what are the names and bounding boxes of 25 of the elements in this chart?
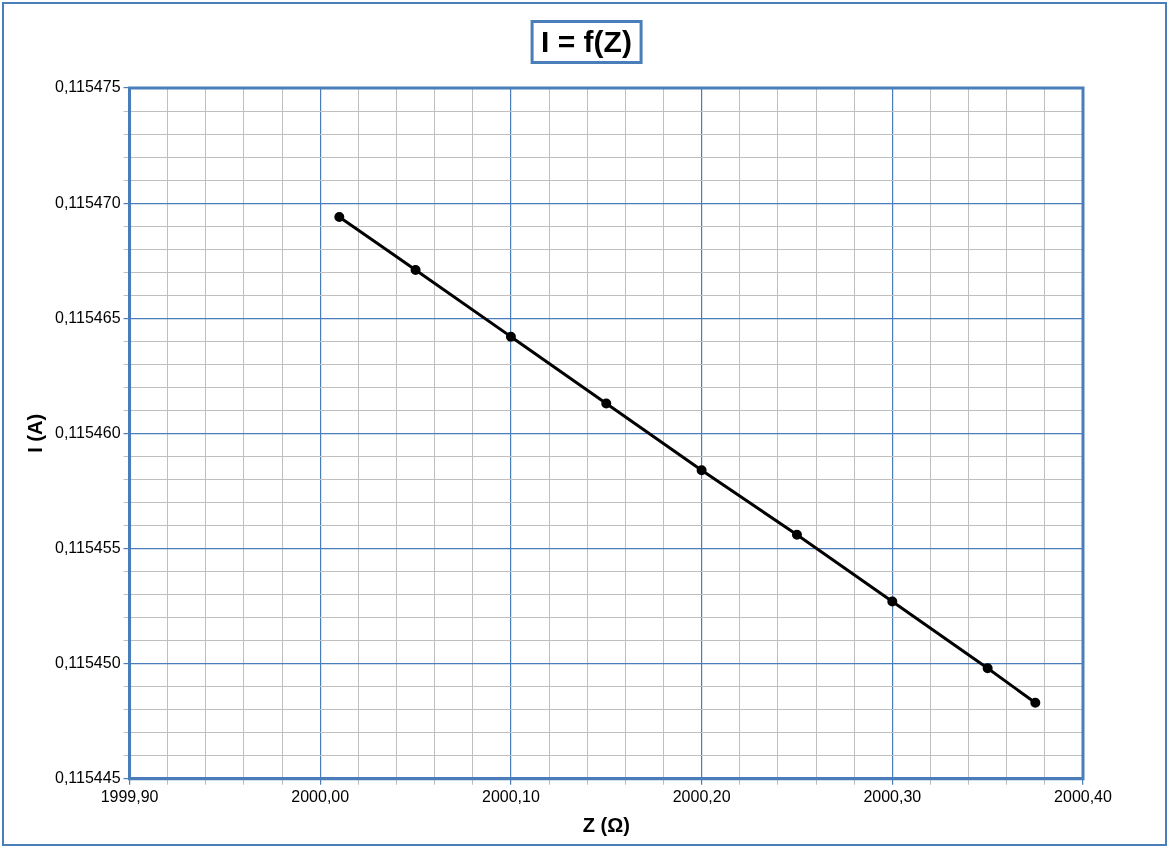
x-tick-label: 2000,20 <box>672 787 731 805</box>
point <box>887 596 898 607</box>
x-tick-label: 2000,30 <box>863 787 922 805</box>
y-tick-label: 0,115445 <box>55 769 121 787</box>
y-tick-label: 0,115465 <box>55 308 121 326</box>
y-tick-label: 0,115460 <box>55 423 121 441</box>
point <box>505 331 516 342</box>
point <box>410 264 421 275</box>
point <box>696 465 707 476</box>
y-tick-label: 0,115450 <box>55 654 121 672</box>
y-tick-label: 0,115475 <box>55 78 121 96</box>
x-tick-label: 2000,40 <box>1054 787 1113 805</box>
x-tick-label: 2000,00 <box>291 787 350 805</box>
chart-title: I = f(Z) <box>530 20 643 64</box>
point <box>1030 697 1041 708</box>
y-tick-label: 0,115455 <box>55 538 121 556</box>
point <box>601 398 612 409</box>
x-tick-label: 1999,90 <box>100 787 159 805</box>
y-axis-title: I (A) <box>23 413 46 453</box>
point <box>334 211 345 222</box>
point <box>791 529 802 540</box>
point <box>982 663 993 674</box>
x-tick-label: 2000,10 <box>482 787 540 805</box>
y-tick-label: 0,115470 <box>55 193 121 211</box>
x-axis-title: Z (Ω) <box>582 813 630 836</box>
